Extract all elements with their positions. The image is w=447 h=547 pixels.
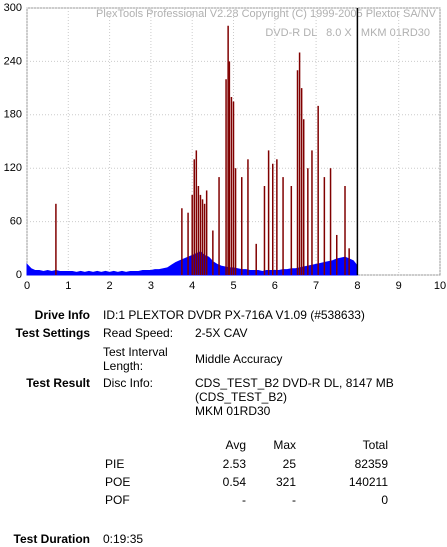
stats-name: PIE [105, 457, 125, 471]
section-label: Drive Info [34, 308, 90, 322]
drive-info: ID:1 PLEXTOR DVDR PX-716A V1.09 (#538633… [103, 308, 365, 322]
chart: PlexTools Professional V2.28 Copyright (… [4, 2, 446, 292]
x-tick-label: 3 [148, 280, 154, 292]
stats-value: 25 [282, 457, 296, 471]
stats-value: 140211 [348, 475, 388, 489]
stats-value: 0 [381, 493, 388, 507]
stats-value: - [242, 493, 246, 507]
stats-value: - [292, 493, 296, 507]
section-label: Test Duration [13, 532, 90, 546]
watermark: PlexTools Professional V2.28 Copyright (… [96, 8, 437, 20]
x-tick-label: 1 [65, 280, 71, 292]
stats-header: Max [273, 438, 296, 452]
y-tick-label: 60 [10, 216, 22, 228]
setting-label: Read Speed: [103, 326, 174, 340]
stats-value: 321 [275, 475, 296, 489]
x-tick-label: 7 [313, 280, 319, 292]
section-label: Test Result [26, 376, 90, 390]
stats-value: 82359 [354, 457, 388, 471]
stats-name: POE [105, 475, 131, 489]
disc-info-label: Disc Info: [103, 376, 154, 390]
x-tick-label: 6 [272, 280, 278, 292]
x-tick-label: 4 [189, 280, 195, 292]
section-label: Test Settings [15, 326, 90, 340]
x-tick-label: 0 [24, 280, 30, 292]
y-tick-label: 0 [16, 269, 22, 281]
watermark: DVD-R DL 8.0 X MKM 01RD30 [265, 27, 430, 39]
x-tick-label: 2 [107, 280, 113, 292]
y-tick-label: 240 [4, 55, 22, 67]
stats-value: 2.53 [222, 457, 246, 471]
stats-name: POF [105, 493, 130, 507]
test-duration: 0:19:35 [103, 532, 144, 546]
stats-header: Total [362, 438, 388, 452]
disc-info: MKM 01RD30 [195, 404, 271, 418]
setting-label: Test Interval Length: [103, 345, 168, 373]
stats-value: 0.54 [222, 475, 246, 489]
stats-header: Avg [225, 438, 246, 452]
x-tick-label: 8 [354, 280, 360, 292]
x-tick-label: 10 [434, 280, 446, 292]
disc-info: (CDS_TEST_B2) [195, 390, 288, 404]
disc-info: CDS_TEST_B2 DVD-R DL, 8147 MB [195, 376, 394, 390]
x-tick-label: 9 [396, 280, 402, 292]
y-tick-label: 180 [4, 109, 22, 121]
setting-value: 2-5X CAV [195, 326, 248, 340]
y-tick-label: 300 [4, 2, 22, 14]
y-tick-label: 120 [4, 162, 22, 174]
setting-value: Middle Accuracy [195, 352, 283, 366]
x-tick-label: 5 [230, 280, 236, 292]
